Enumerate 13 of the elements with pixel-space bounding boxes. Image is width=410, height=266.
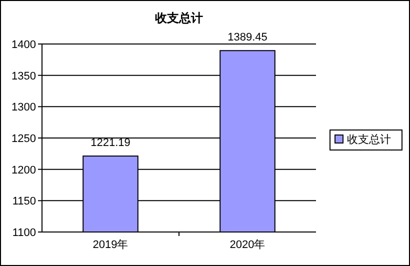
x-tick-label: 2020年 — [230, 239, 266, 251]
legend-label: 收支总计 — [347, 133, 391, 146]
data-label: 1221.19 — [90, 137, 130, 150]
y-tick-label: 1300 — [12, 102, 36, 114]
y-tick-label: 1200 — [12, 164, 36, 176]
chart-title: 收支总计 — [155, 11, 203, 25]
y-tick-label: 1400 — [12, 39, 36, 51]
y-tick-label: 1100 — [12, 227, 36, 239]
x-tick-label: 2019年 — [92, 239, 128, 251]
y-tick-label: 1350 — [12, 70, 36, 82]
data-label: 1389.45 — [228, 32, 268, 44]
y-tick-label: 1250 — [12, 133, 36, 145]
y-tick-label: 1150 — [12, 196, 36, 208]
